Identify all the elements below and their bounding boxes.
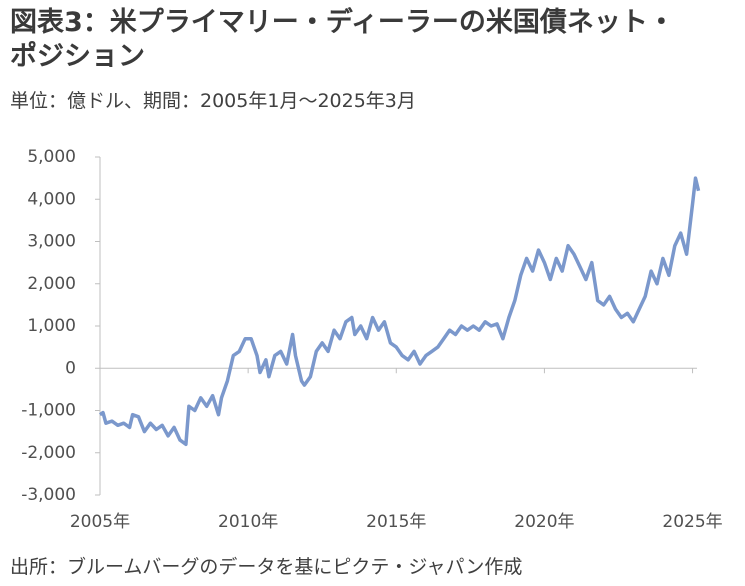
chart-title: 図表3：米プライマリー・ディーラーの米国債ネット・ポジション (10, 7, 675, 72)
y-tick-label: -2,000 (21, 443, 76, 463)
data-line (98, 176, 701, 447)
x-tick-label: 2025年 (662, 512, 722, 532)
y-tick-label: 4,000 (27, 189, 76, 209)
chart-subtitle: 単位：億ドル、期間：2005年1月～2025年3月 (10, 90, 416, 112)
y-tick-label: -3,000 (21, 485, 76, 505)
y-tick-label: 5,000 (27, 147, 76, 167)
x-tick-label: 2015年 (366, 512, 426, 532)
x-tick-label: 2005年 (70, 512, 130, 532)
y-tick-label: 1,000 (27, 316, 76, 336)
y-tick-label: 3,000 (27, 232, 76, 252)
x-tick-label: 2020年 (514, 512, 574, 532)
y-tick-label: 0 (65, 358, 76, 378)
chart-source: 出所：ブルームバーグのデータを基にピクテ・ジャパン作成 (10, 556, 523, 578)
y-tick-label: -1,000 (21, 401, 76, 421)
x-tick-label: 2010年 (218, 512, 278, 532)
y-tick-label: 2,000 (27, 274, 76, 294)
